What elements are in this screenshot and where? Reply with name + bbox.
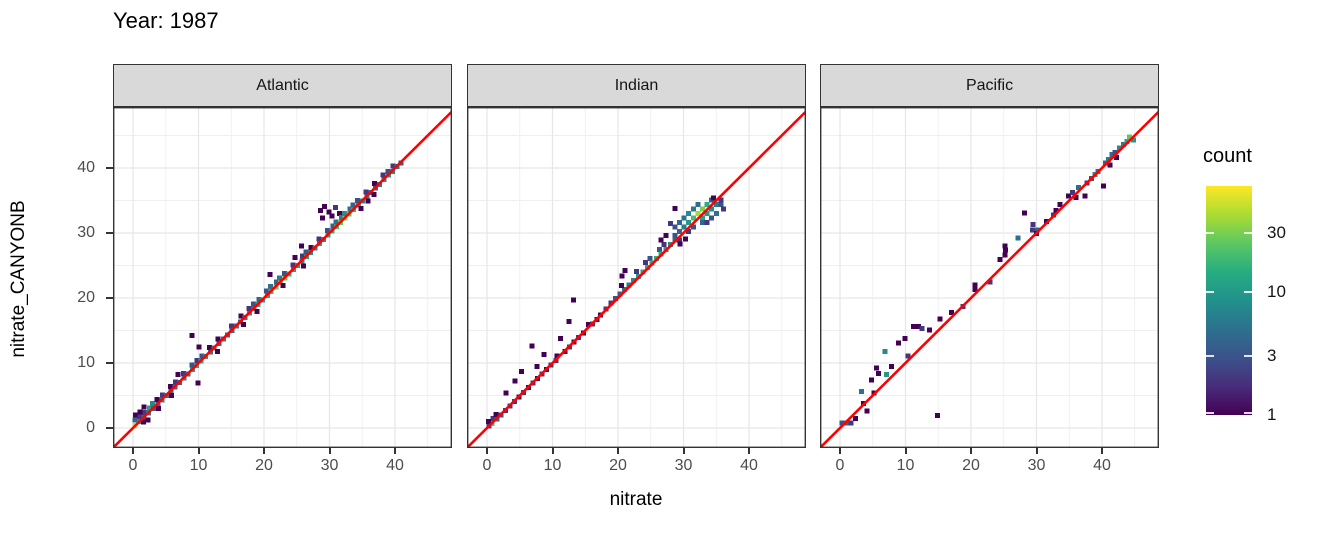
x-tick-label: 40 bbox=[386, 457, 404, 474]
x-tick-label: 20 bbox=[962, 457, 980, 474]
x-tick-mark bbox=[748, 448, 750, 454]
y-tick-label: 10 bbox=[77, 354, 95, 371]
y-axis-title: nitrate_CANYONB bbox=[8, 200, 29, 358]
x-tick-label: 10 bbox=[189, 457, 208, 474]
x-tick-mark bbox=[394, 448, 396, 454]
y-tick-label: 40 bbox=[77, 159, 95, 176]
x-tick-label: 0 bbox=[482, 457, 492, 474]
legend-title: count bbox=[1203, 145, 1252, 167]
legend-tick-mark bbox=[1244, 355, 1252, 358]
x-tick-mark bbox=[682, 448, 685, 454]
x-tick-mark bbox=[904, 448, 907, 454]
legend-tick-label: 30 bbox=[1267, 222, 1286, 242]
facet-strip-indian: Indian bbox=[467, 64, 806, 107]
y-tick-mark bbox=[106, 427, 113, 429]
x-tick-label: 30 bbox=[320, 457, 339, 474]
legend-tick-label: 3 bbox=[1267, 346, 1277, 366]
x-tick-mark bbox=[1101, 448, 1103, 454]
panel-atlantic bbox=[113, 107, 452, 448]
x-tick-label: 30 bbox=[674, 457, 693, 474]
legend-tick-mark bbox=[1206, 231, 1214, 234]
y-tick-label: 0 bbox=[86, 419, 95, 436]
x-tick-label: 30 bbox=[1027, 457, 1046, 474]
x-tick-mark bbox=[197, 448, 200, 454]
legend-tick-label: 10 bbox=[1267, 281, 1286, 301]
legend-tick-label: 1 bbox=[1267, 405, 1277, 424]
x-tick-label: 10 bbox=[896, 457, 915, 474]
x-tick-mark bbox=[263, 448, 265, 454]
legend-tick-mark bbox=[1206, 355, 1214, 358]
x-tick-label: 0 bbox=[128, 457, 138, 474]
y-tick-mark bbox=[106, 297, 113, 299]
y-tick-mark bbox=[106, 232, 113, 234]
y-tick-label: 30 bbox=[77, 224, 95, 241]
x-tick-mark bbox=[551, 448, 554, 454]
facet-strip-atlantic: Atlantic bbox=[113, 64, 452, 107]
x-tick-label: 10 bbox=[543, 457, 562, 474]
y-tick-mark bbox=[106, 167, 113, 169]
x-tick-mark bbox=[132, 448, 134, 454]
y-tick-label: 20 bbox=[77, 289, 95, 306]
x-tick-mark bbox=[1035, 448, 1038, 454]
legend-colorbar bbox=[1206, 186, 1252, 415]
legend-tick-mark bbox=[1244, 411, 1252, 414]
x-axis-title: nitrate bbox=[609, 489, 663, 510]
plot-title: Year: 1987 bbox=[113, 8, 219, 33]
legend-tick-mark bbox=[1244, 290, 1252, 293]
x-tick-label: 20 bbox=[255, 457, 273, 474]
x-tick-label: 40 bbox=[740, 457, 758, 474]
x-tick-mark bbox=[486, 448, 488, 454]
x-tick-label: 40 bbox=[1093, 457, 1111, 474]
x-tick-mark bbox=[328, 448, 331, 454]
panel-pacific bbox=[820, 107, 1159, 448]
y-tick-mark bbox=[106, 362, 113, 364]
x-tick-label: 0 bbox=[835, 457, 845, 474]
x-tick-label: 20 bbox=[609, 457, 627, 474]
panel-indian bbox=[467, 107, 806, 448]
x-tick-mark bbox=[839, 448, 841, 454]
legend-tick-mark bbox=[1244, 231, 1252, 234]
legend-tick-mark bbox=[1206, 290, 1214, 293]
x-tick-mark bbox=[617, 448, 619, 454]
x-tick-mark bbox=[970, 448, 972, 454]
legend-tick-mark bbox=[1206, 411, 1214, 414]
facet-strip-pacific: Pacific bbox=[820, 64, 1159, 107]
